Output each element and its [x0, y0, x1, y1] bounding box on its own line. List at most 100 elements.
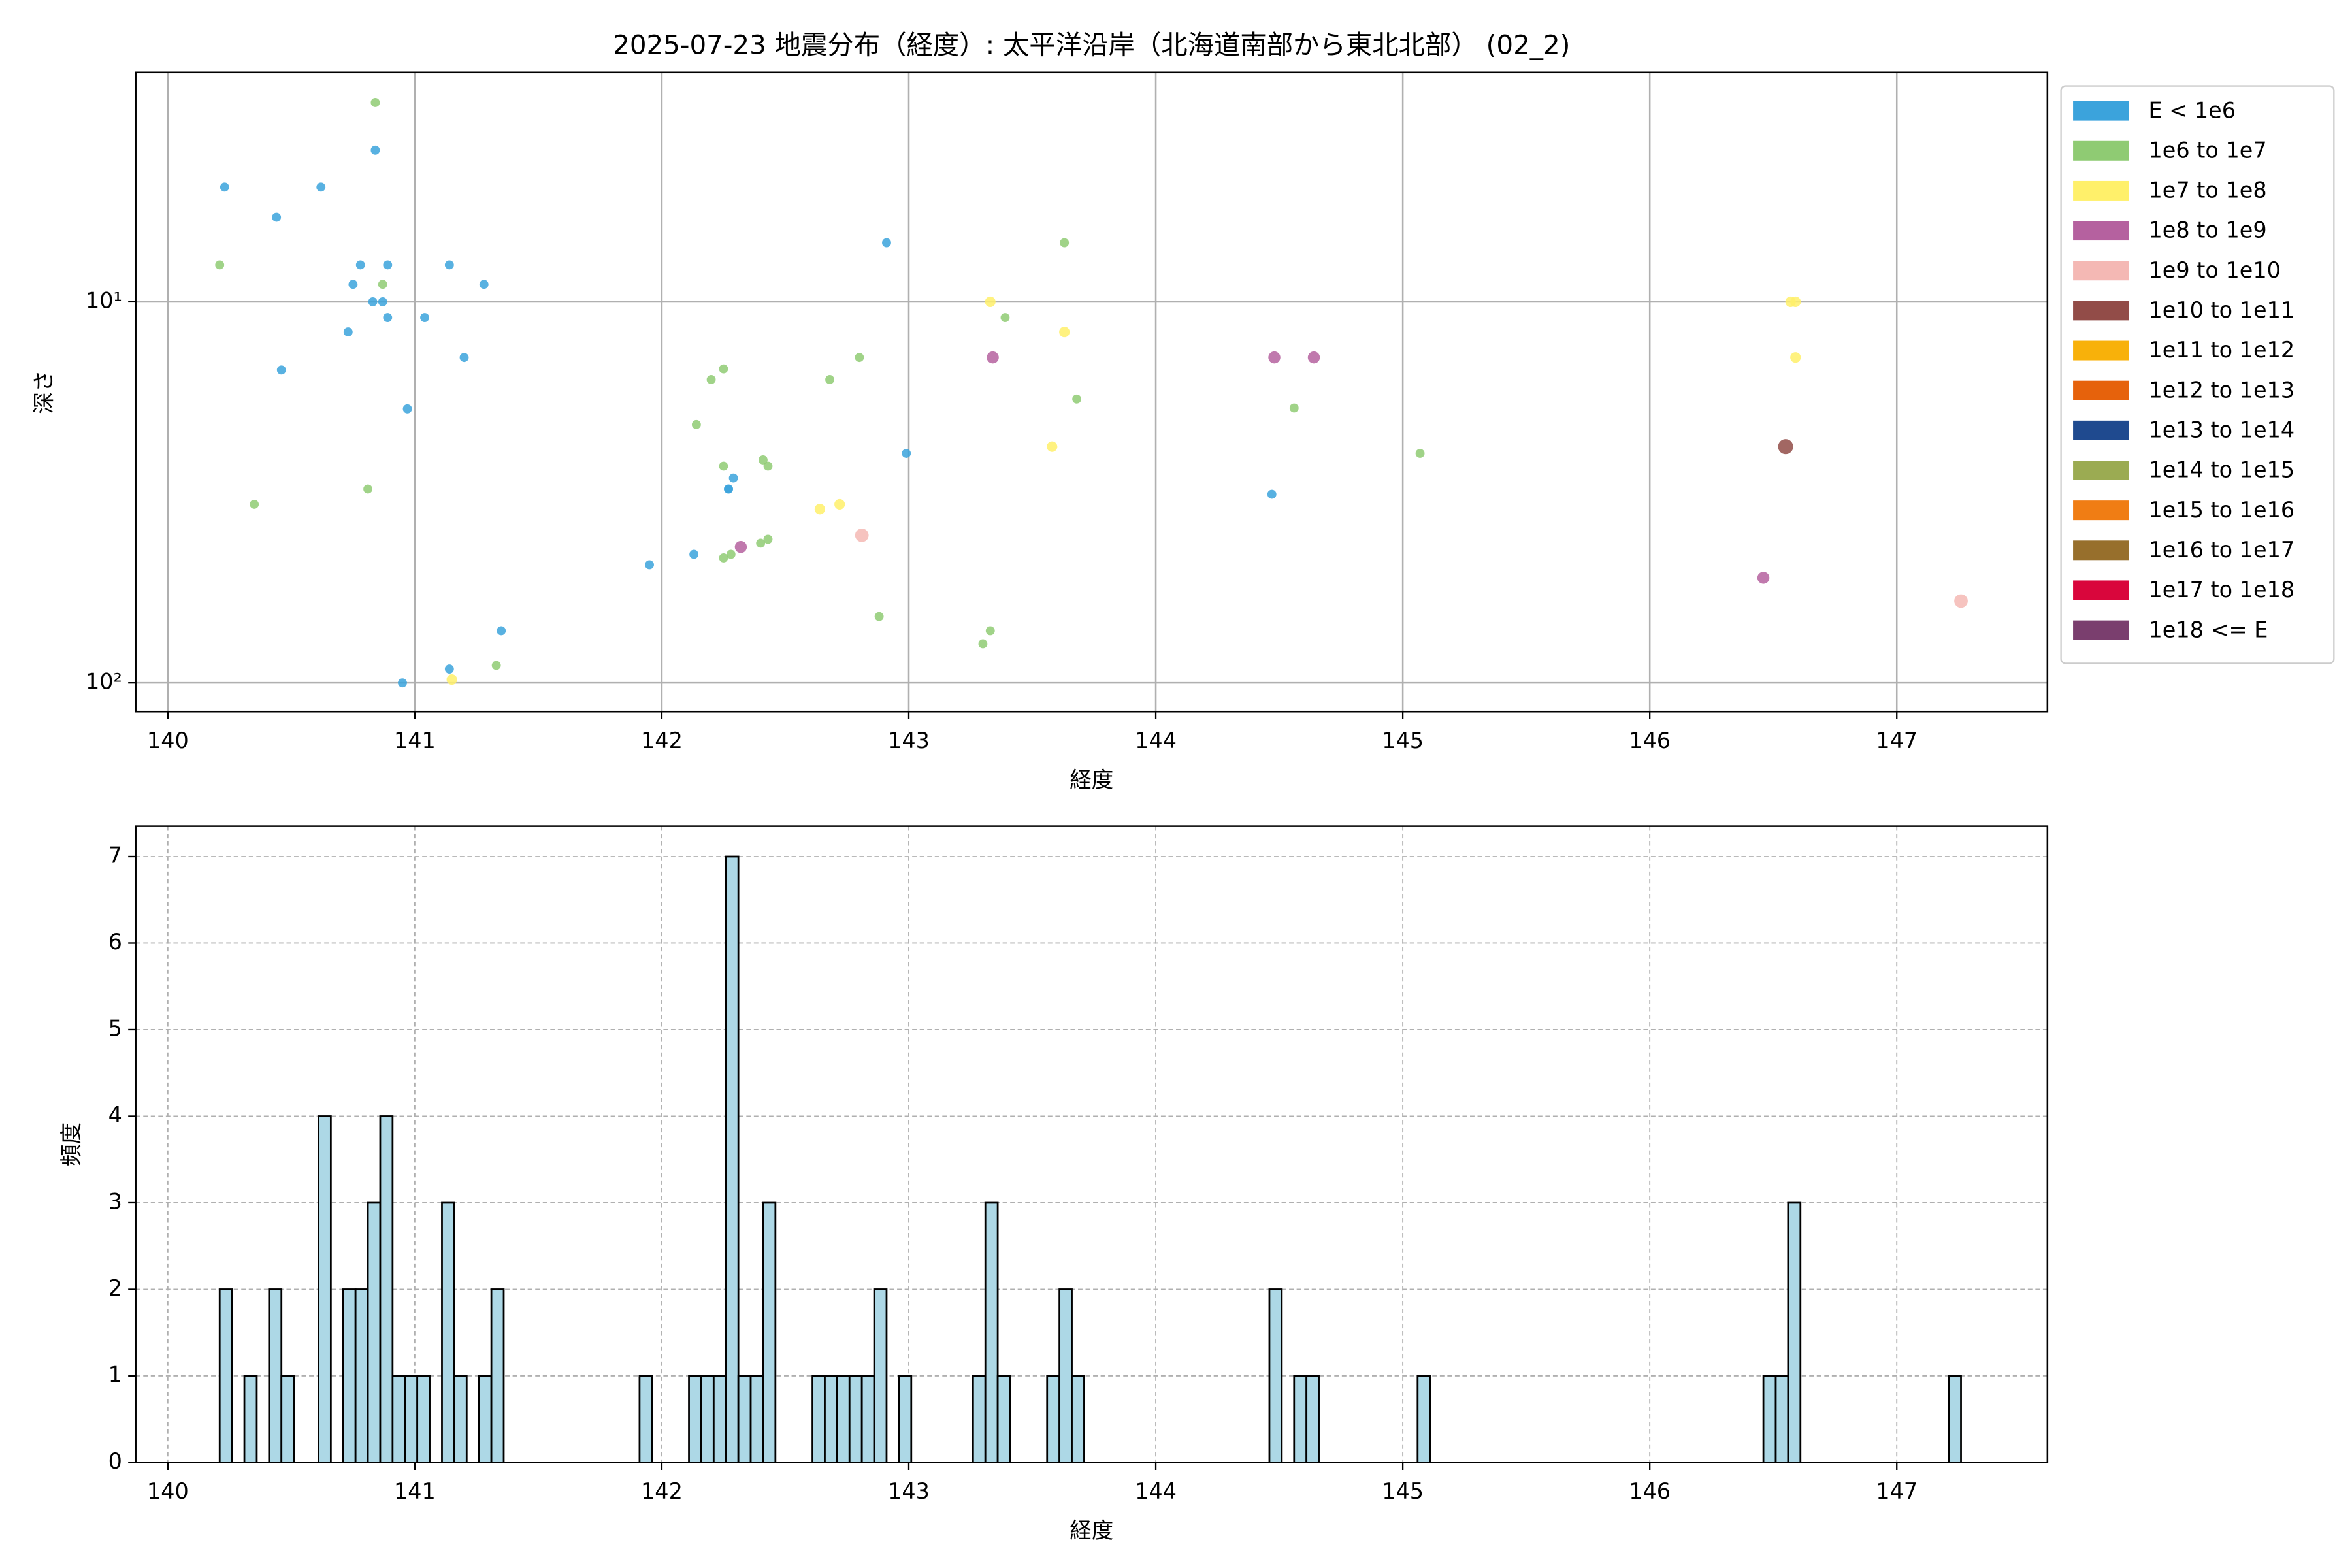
data-point — [1059, 327, 1070, 338]
data-point — [1415, 449, 1425, 458]
data-point — [855, 353, 864, 363]
histogram-bar — [898, 1375, 913, 1463]
data-point — [978, 639, 988, 649]
legend-label: 1e7 to 1e8 — [2148, 178, 2266, 203]
histogram-bar — [1268, 1288, 1283, 1463]
legend-box — [2060, 85, 2335, 664]
histogram-bar — [441, 1201, 455, 1463]
histogram-bar — [688, 1375, 702, 1463]
legend-label: E < 1e6 — [2148, 97, 2236, 123]
legend-swatch — [2073, 461, 2129, 480]
legend-label: 1e9 to 1e10 — [2148, 257, 2280, 283]
data-point — [1268, 351, 1281, 364]
y-tick-label: 5 — [108, 1015, 122, 1041]
data-point — [719, 364, 728, 374]
histogram-bar — [1762, 1375, 1777, 1463]
histogram-bar — [1774, 1375, 1789, 1463]
plot-frame — [135, 825, 2049, 1463]
histogram-bar — [478, 1375, 493, 1463]
legend-swatch — [2073, 620, 2129, 640]
y-axis-label: 頻度 — [58, 1122, 84, 1166]
histogram-bar — [218, 1288, 233, 1463]
x-tick-label: 144 — [1135, 1478, 1177, 1504]
y-tick-label: 4 — [108, 1102, 122, 1128]
data-point — [855, 528, 869, 542]
y-tick-label: 3 — [108, 1188, 122, 1214]
data-point — [763, 534, 773, 544]
histogram-bar — [1058, 1288, 1073, 1463]
x-tick-label: 143 — [888, 1478, 930, 1504]
data-point — [756, 538, 766, 548]
legend-swatch — [2073, 180, 2129, 201]
histogram-bar — [836, 1375, 851, 1463]
x-tick-label: 145 — [1382, 728, 1424, 753]
legend-swatch — [2073, 380, 2129, 400]
data-point — [645, 560, 654, 570]
data-point — [985, 626, 995, 636]
histogram-bar — [712, 1375, 727, 1463]
x-tick-label: 146 — [1629, 728, 1671, 753]
y-axis-label: 深さ — [31, 370, 57, 414]
data-point — [1954, 594, 1968, 608]
histogram-bar — [453, 1375, 468, 1463]
data-point — [348, 280, 358, 289]
histogram-bar — [268, 1288, 283, 1463]
histogram-bar — [972, 1375, 987, 1463]
histogram-bar — [318, 1115, 332, 1463]
histogram-bar — [984, 1201, 999, 1463]
data-point — [1790, 352, 1801, 363]
legend-label: 1e6 to 1e7 — [2148, 137, 2266, 163]
data-point — [691, 419, 701, 429]
data-point — [724, 484, 733, 494]
histogram-bar — [638, 1375, 653, 1463]
data-point — [250, 499, 259, 509]
data-point — [370, 145, 380, 155]
x-tick-label: 142 — [641, 1478, 683, 1504]
data-point — [491, 661, 501, 670]
data-point — [1289, 403, 1299, 413]
data-point — [383, 313, 393, 322]
legend-label: 1e14 to 1e15 — [2148, 457, 2295, 483]
data-point — [398, 678, 407, 688]
histogram-bar — [280, 1375, 295, 1463]
data-point — [987, 351, 999, 364]
data-point — [355, 260, 365, 270]
data-point — [446, 674, 457, 685]
data-point — [378, 280, 387, 289]
histogram-bar — [1948, 1375, 1962, 1463]
legend-swatch — [2073, 420, 2129, 440]
data-point — [1757, 572, 1770, 584]
legend-label: 1e13 to 1e14 — [2148, 417, 2295, 443]
data-point — [728, 473, 738, 483]
x-axis-label: 経度 — [1070, 767, 1113, 792]
histogram-bar — [725, 855, 740, 1463]
legend-label: 1e15 to 1e16 — [2148, 497, 2295, 523]
data-point — [420, 313, 429, 322]
legend-label: 1e18 <= E — [2148, 617, 2268, 642]
data-point — [402, 404, 412, 414]
x-tick-label: 147 — [1876, 728, 1918, 753]
histogram-bar — [416, 1375, 431, 1463]
x-tick-label: 146 — [1629, 1478, 1671, 1504]
data-point — [719, 461, 728, 471]
x-tick-label: 147 — [1876, 1478, 1918, 1504]
legend-swatch — [2073, 580, 2129, 600]
x-tick-label: 141 — [394, 728, 436, 753]
data-point — [706, 375, 716, 384]
histogram-bar — [996, 1375, 1011, 1463]
data-point — [316, 182, 326, 192]
y-tick-label: 1 — [108, 1362, 122, 1387]
legend-swatch — [2073, 340, 2129, 361]
histogram-bar — [1293, 1375, 1308, 1463]
legend-swatch — [2073, 221, 2129, 241]
histogram-bar — [811, 1375, 826, 1463]
histogram-bar — [860, 1375, 875, 1463]
data-point — [368, 297, 378, 306]
data-point — [1790, 296, 1801, 307]
data-point — [479, 280, 489, 289]
data-point — [814, 504, 825, 515]
x-tick-label: 140 — [147, 1478, 189, 1504]
data-point — [689, 549, 699, 559]
x-tick-label: 141 — [394, 1478, 436, 1504]
data-point — [902, 449, 911, 458]
